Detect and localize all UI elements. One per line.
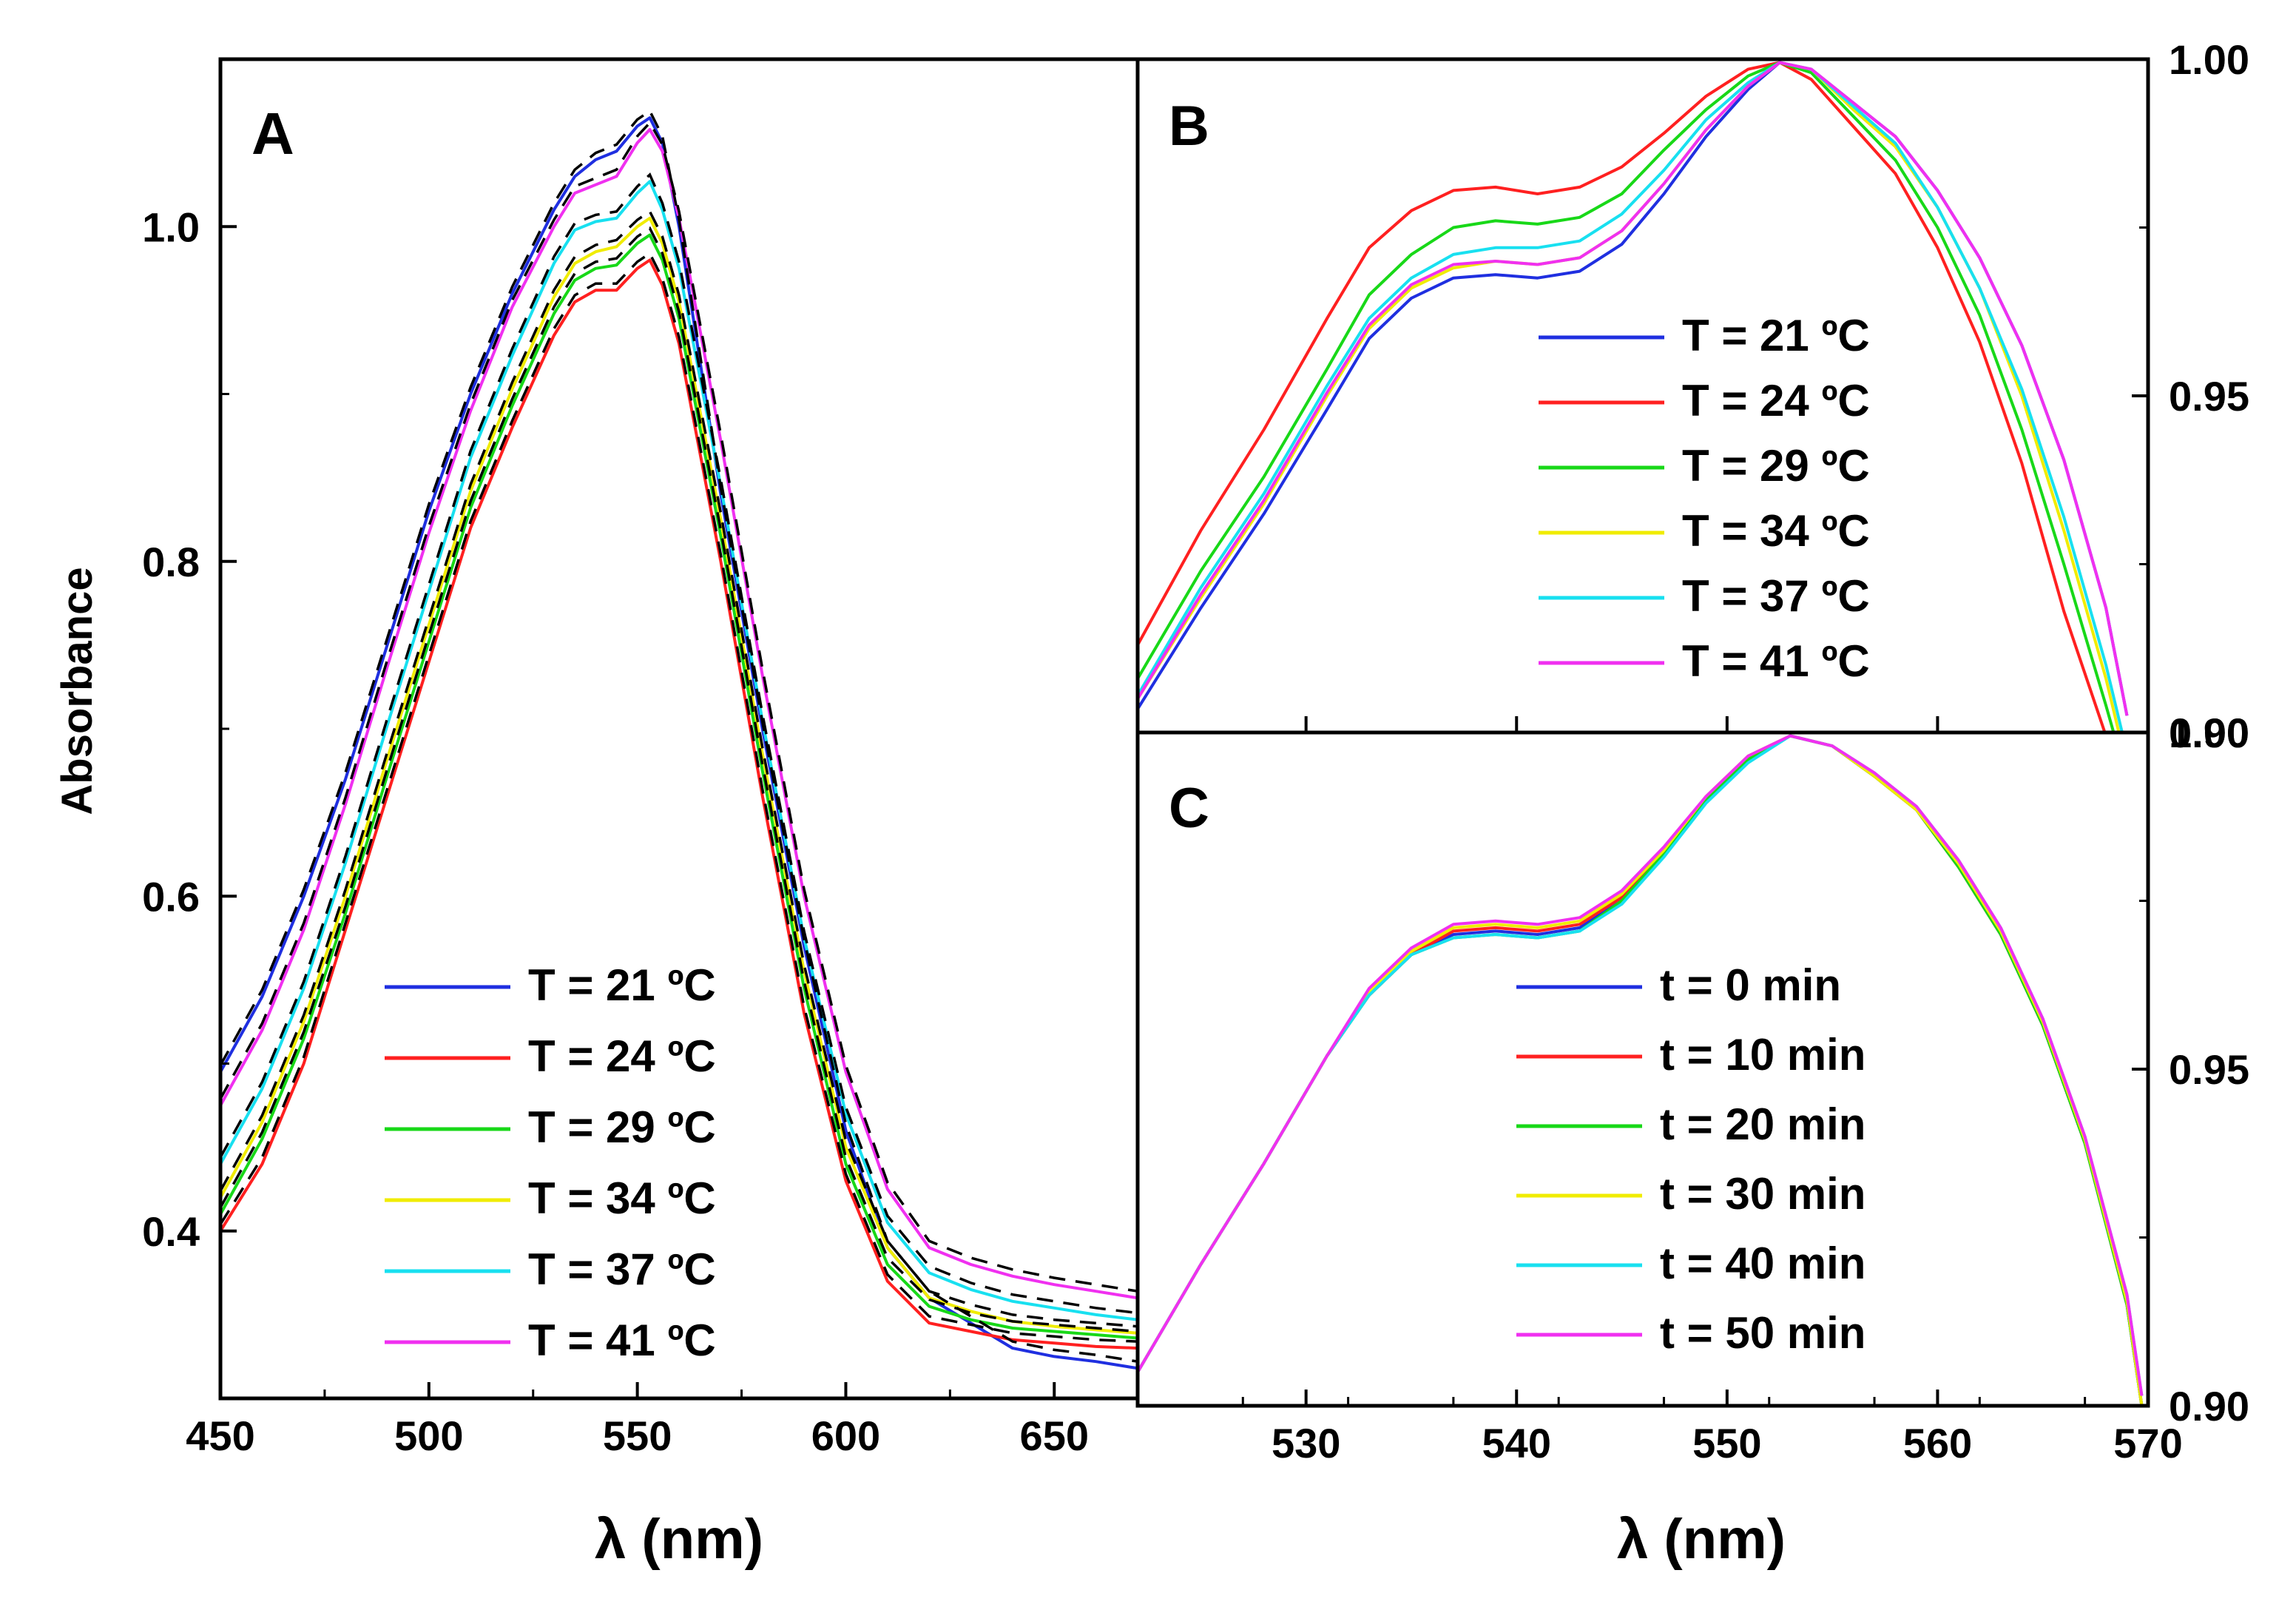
x-tick-label: 550 bbox=[1692, 1420, 1761, 1466]
series-line-5 bbox=[1138, 734, 2144, 1396]
legend-label: T = 34 ºC bbox=[528, 1173, 716, 1223]
y-tick-label: 0.90 bbox=[2169, 1383, 2249, 1429]
series-line-3 bbox=[1138, 61, 2116, 732]
legend-label: T = 34 ºC bbox=[1682, 506, 1870, 556]
panel-a-xlabel: λ (nm) bbox=[595, 1508, 763, 1571]
panel-c-xlabel: λ (nm) bbox=[1617, 1508, 1786, 1571]
panel-a-legend: T = 21 ºC T = 24 ºC T = 29 ºC T = 34 ºC T = … bbox=[385, 960, 716, 1365]
panel-b-plot-area bbox=[1138, 61, 2129, 732]
legend-label: t = 30 min bbox=[1660, 1169, 1866, 1219]
panel-b-ticks: 0.90 0.95 1.00 bbox=[1304, 36, 2249, 756]
series-line-3 bbox=[1138, 734, 2144, 1406]
series-line-2 bbox=[220, 258, 1138, 1350]
legend-label: t = 50 min bbox=[1660, 1308, 1866, 1358]
legend-label: T = 41 ºC bbox=[528, 1316, 716, 1365]
panel-c-frame bbox=[1135, 730, 2150, 1408]
panel-a-ylabel: Absorbance bbox=[53, 567, 101, 815]
series-line-5 bbox=[220, 180, 1138, 1321]
series-line-4 bbox=[220, 216, 1138, 1335]
y-tick-label: 0.8 bbox=[142, 539, 200, 585]
panel-c-legend: t = 0 min t = 10 min t = 20 min t = 30 min t… bbox=[1516, 960, 1866, 1358]
x-tick-label: 650 bbox=[1020, 1412, 1089, 1459]
series-line-2 bbox=[1138, 734, 2144, 1406]
x-tick-label: 570 bbox=[2113, 1420, 2182, 1466]
fit-curve-6 bbox=[220, 121, 1138, 1293]
fit-curve-5 bbox=[220, 172, 1138, 1315]
fit-curve-2 bbox=[220, 251, 1138, 1343]
legend-label: T = 24 ºC bbox=[1682, 376, 1870, 425]
legend-label: t = 40 min bbox=[1660, 1239, 1866, 1288]
panel-b: 0.90 0.95 1.00 B T = 21 ºC T = 24 ºC T = 29 … bbox=[1135, 36, 2249, 756]
legend-label: T = 41 ºC bbox=[1682, 636, 1870, 686]
y-tick-label: 0.95 bbox=[2169, 1046, 2249, 1093]
legend-label: T = 37 ºC bbox=[528, 1244, 716, 1294]
panel-c-label: C bbox=[1169, 777, 1209, 840]
series-line-5 bbox=[1138, 61, 2124, 732]
panel-b-frame bbox=[1135, 57, 2150, 735]
x-tick-label: 500 bbox=[394, 1412, 463, 1459]
panel-b-label: B bbox=[1169, 95, 1209, 158]
x-tick-label: 450 bbox=[186, 1412, 254, 1459]
legend-label: t = 20 min bbox=[1660, 1099, 1866, 1149]
y-tick-label: 1.00 bbox=[2169, 36, 2249, 83]
legend-label: T = 21 ºC bbox=[1682, 311, 1870, 360]
legend-label: T = 24 ºC bbox=[528, 1031, 716, 1081]
y-tick-label: 0.6 bbox=[142, 873, 200, 920]
legend-label: T = 37 ºC bbox=[1682, 571, 1870, 621]
series-line-6 bbox=[220, 128, 1138, 1300]
fit-curve-4 bbox=[220, 209, 1138, 1328]
series-line-4 bbox=[1138, 734, 2144, 1406]
fit-curve-3 bbox=[220, 226, 1138, 1333]
panel-c-plot-area bbox=[1138, 734, 2144, 1406]
panel-b-legend: T = 21 ºC T = 24 ºC T = 29 ºC T = 34 ºC T = … bbox=[1539, 311, 1870, 686]
legend-label: T = 29 ºC bbox=[1682, 441, 1870, 491]
series-line-2 bbox=[1138, 61, 2107, 732]
series-line-4 bbox=[1138, 61, 2121, 732]
legend-label: T = 21 ºC bbox=[528, 960, 716, 1010]
series-line-3 bbox=[220, 233, 1138, 1340]
series-line-1 bbox=[1138, 734, 2144, 1406]
x-tick-label: 560 bbox=[1903, 1420, 1972, 1466]
y-tick-label: 0.95 bbox=[2169, 373, 2249, 420]
x-tick-label: 530 bbox=[1272, 1420, 1340, 1466]
legend-label: T = 29 ºC bbox=[528, 1102, 716, 1152]
series-line-6 bbox=[1138, 734, 2144, 1396]
y-tick-label: 0.90 bbox=[2169, 710, 2249, 756]
x-tick-label: 540 bbox=[1482, 1420, 1551, 1466]
panel-a: 450 500 550 600 650 0.4 0.6 0.8 1.0 A λ (nm) Abs… bbox=[53, 57, 1140, 1571]
legend-label: t = 10 min bbox=[1660, 1030, 1866, 1079]
series-line-6 bbox=[1138, 61, 2129, 716]
panel-a-label: A bbox=[251, 101, 294, 166]
y-tick-label: 0.4 bbox=[142, 1208, 200, 1255]
legend-label: t = 0 min bbox=[1660, 960, 1841, 1010]
x-tick-label: 550 bbox=[603, 1412, 672, 1459]
panel-a-plot-area bbox=[220, 109, 1138, 1370]
panel-a-ticks: 450 500 550 600 650 0.4 0.6 0.8 1.0 bbox=[142, 58, 1089, 1459]
x-tick-label: 600 bbox=[811, 1412, 880, 1459]
y-tick-label: 1.0 bbox=[142, 203, 200, 250]
y-tick-label: 1.00 bbox=[2169, 710, 2249, 756]
